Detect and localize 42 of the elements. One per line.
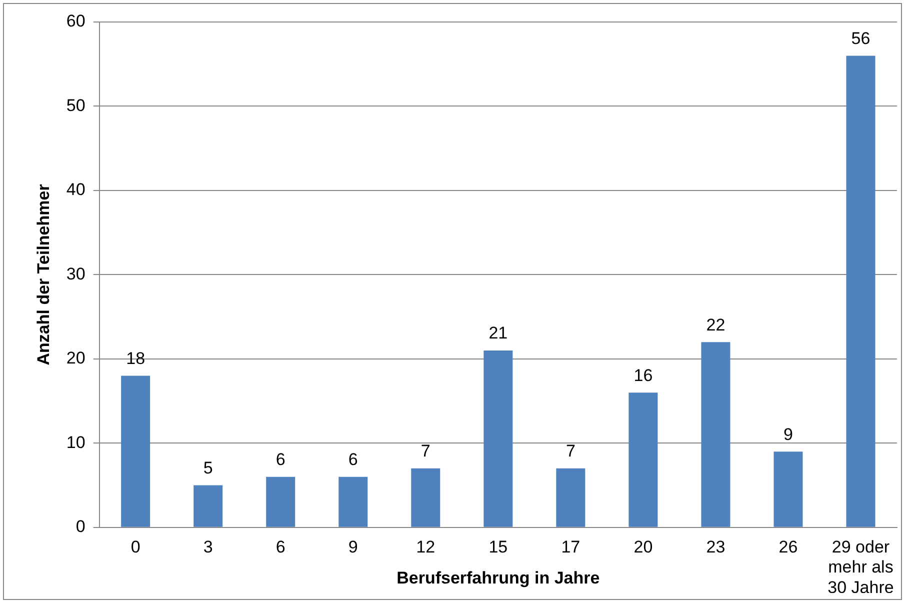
y-axis-title: Anzahl der Teilnehmer [34, 184, 53, 366]
x-tick-label: 6 [276, 537, 286, 556]
x-tick-label: 9 [348, 537, 358, 556]
bar [484, 350, 513, 527]
bar [338, 476, 368, 527]
x-tick-label: 3 [203, 537, 213, 556]
y-tick-label: 30 [66, 264, 86, 284]
data-label: 6 [348, 450, 358, 470]
data-label: 5 [203, 458, 213, 478]
x-tick-label: 17 [561, 537, 580, 556]
x-tick-label: 0 [130, 537, 140, 556]
data-label: 56 [851, 28, 870, 48]
data-label: 7 [566, 442, 576, 461]
data-label: 21 [488, 324, 508, 343]
data-label: 6 [276, 450, 286, 470]
bar [266, 476, 296, 527]
y-tick-label: 40 [66, 180, 86, 200]
data-label: 18 [126, 348, 146, 368]
data-label: 7 [420, 442, 430, 461]
bar [411, 468, 440, 527]
y-tick-label: 0 [76, 517, 86, 536]
data-label: 16 [634, 366, 653, 385]
x-tick-label: 20 [634, 537, 653, 556]
y-tick-label: 50 [66, 96, 86, 115]
x-tick-label: 15 [488, 537, 508, 556]
bar [628, 392, 658, 527]
bar [701, 342, 730, 527]
bar [846, 56, 876, 527]
bar [194, 485, 223, 527]
data-label: 22 [706, 315, 726, 334]
x-tick-label: 12 [416, 537, 436, 556]
data-label: 9 [783, 424, 793, 444]
bar [774, 452, 803, 527]
x-tick-label: 26 [778, 537, 798, 556]
y-tick-label: 60 [66, 12, 86, 31]
bar [556, 468, 586, 527]
x-tick-label: 23 [706, 537, 726, 556]
y-tick-label: 10 [66, 432, 86, 452]
x-tick-label: 29 oder mehr als 30 Jahre [828, 537, 894, 598]
bar [121, 376, 150, 527]
y-tick-label: 20 [66, 348, 86, 368]
x-axis-title: Berufserfahrung in Jahre [396, 568, 600, 588]
